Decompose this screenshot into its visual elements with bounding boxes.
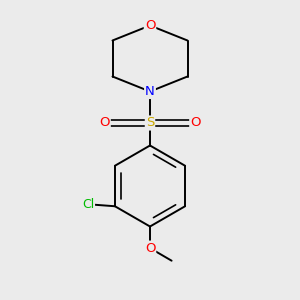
Text: Cl: Cl	[82, 198, 94, 211]
Text: O: O	[190, 116, 201, 130]
Text: O: O	[145, 19, 155, 32]
Text: N: N	[145, 85, 155, 98]
Text: S: S	[146, 116, 154, 130]
Text: O: O	[145, 242, 155, 255]
Text: O: O	[99, 116, 110, 130]
